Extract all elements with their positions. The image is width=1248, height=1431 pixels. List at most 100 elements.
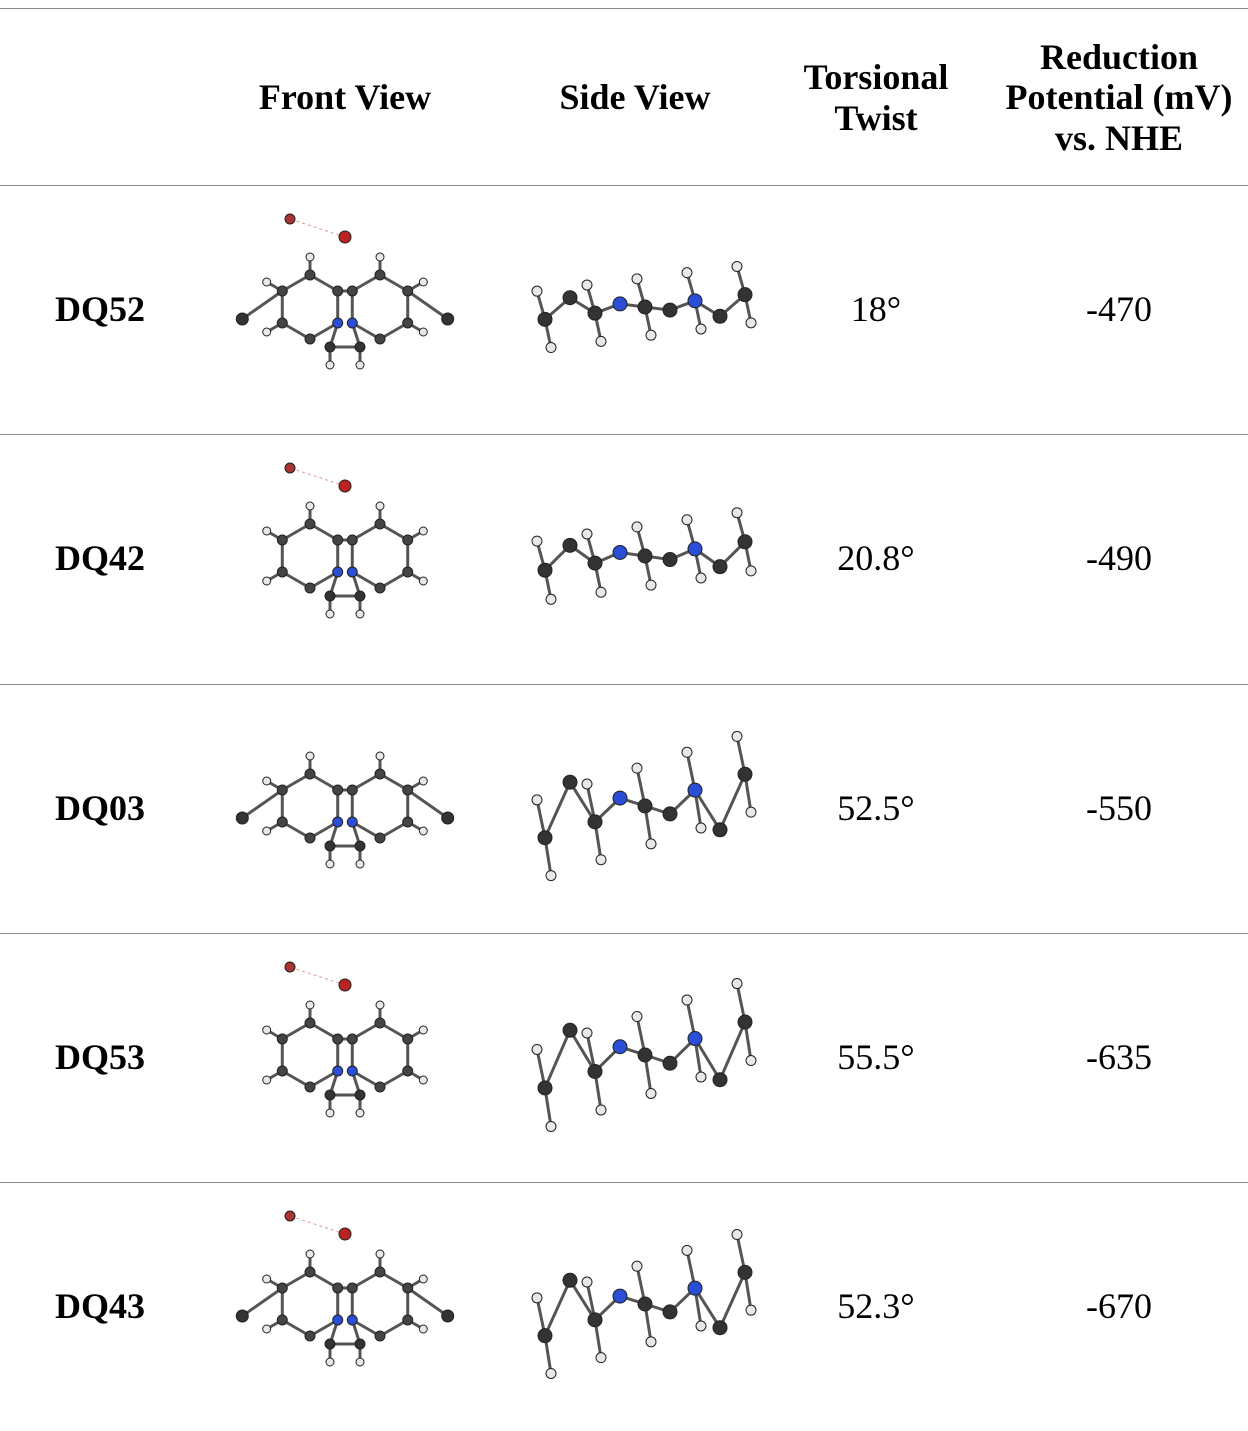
- atom-bond: [290, 967, 345, 985]
- atom-bond: [339, 979, 351, 991]
- row-label: DQ43: [20, 1182, 180, 1431]
- atom-bond: [326, 1109, 334, 1117]
- atom-bond: [325, 591, 335, 601]
- atom-bond: [582, 1277, 592, 1287]
- reduction-potential: -635: [990, 933, 1248, 1182]
- column-header: Torsional Twist: [790, 10, 962, 185]
- atom-bond: [356, 610, 364, 618]
- atom-bond: [376, 1250, 384, 1258]
- atom-bond: [582, 280, 592, 290]
- atom-bond: [632, 763, 642, 773]
- atom-bond: [305, 519, 315, 529]
- atom-bond: [236, 812, 248, 824]
- atom-bond: [375, 1018, 385, 1028]
- reduction-potential: -490: [990, 434, 1248, 683]
- atom-bond: [333, 1315, 343, 1325]
- atom-bond: [403, 817, 413, 827]
- atom-bond: [347, 535, 357, 545]
- atom-bond: [290, 468, 345, 486]
- atom-bond: [532, 795, 542, 805]
- atom-bond: [720, 774, 745, 830]
- atom-bond: [403, 567, 413, 577]
- atom-bond: [646, 839, 656, 849]
- atom-bond: [263, 1026, 271, 1034]
- atom-bond: [375, 270, 385, 280]
- column-header: Side View: [510, 10, 760, 185]
- atom-bond: [376, 502, 384, 510]
- atom-bond: [563, 1273, 577, 1287]
- atom-bond: [588, 1313, 602, 1327]
- atom-bond: [419, 577, 427, 585]
- atom-bond: [375, 1267, 385, 1277]
- atom-bond: [277, 1034, 287, 1044]
- atom-bond: [646, 1088, 656, 1098]
- atom-bond: [682, 268, 692, 278]
- atom-bond: [632, 1261, 642, 1271]
- atom-bond: [403, 785, 413, 795]
- atom-bond: [732, 731, 742, 741]
- atom-bond: [596, 336, 606, 346]
- atom-bond: [663, 553, 677, 567]
- atom-bond: [376, 752, 384, 760]
- reduction-potential: -470: [990, 185, 1248, 434]
- atom-bond: [263, 827, 271, 835]
- atom-bond: [347, 567, 357, 577]
- side-view: [515, 207, 775, 407]
- atom-bond: [306, 1250, 314, 1258]
- atom-bond: [339, 231, 351, 243]
- atom-bond: [305, 1331, 315, 1341]
- atom-bond: [746, 1056, 756, 1066]
- atom-bond: [682, 515, 692, 525]
- atom-bond: [732, 261, 742, 271]
- atom-bond: [738, 767, 752, 781]
- atom-bond: [305, 1082, 315, 1092]
- atom-bond: [738, 1015, 752, 1029]
- atom-bond: [646, 330, 656, 340]
- atom-bond: [442, 1310, 454, 1322]
- atom-bond: [277, 286, 287, 296]
- atom-bond: [746, 807, 756, 817]
- atom-bond: [306, 1001, 314, 1009]
- atom-bond: [538, 1329, 552, 1343]
- atom-bond: [545, 782, 570, 838]
- atom-bond: [538, 831, 552, 845]
- atom-bond: [632, 1012, 642, 1022]
- atom-bond: [738, 288, 752, 302]
- atom-bond: [720, 1022, 745, 1080]
- atom-bond: [277, 1283, 287, 1293]
- atom-bond: [347, 785, 357, 795]
- atom-bond: [563, 775, 577, 789]
- atom-bond: [696, 573, 706, 583]
- atom-bond: [347, 1034, 357, 1044]
- page: Front ViewSide ViewTorsional TwistReduct…: [0, 0, 1248, 1414]
- torsional-twist: 52.3°: [790, 1182, 962, 1431]
- atom-bond: [546, 1368, 556, 1378]
- atom-bond: [347, 1315, 357, 1325]
- atom-bond: [646, 580, 656, 590]
- atom-bond: [596, 1105, 606, 1115]
- atom-bond: [347, 1066, 357, 1076]
- atom-bond: [596, 855, 606, 865]
- atom-bond: [419, 278, 427, 286]
- front-view: [215, 955, 475, 1155]
- atom-bond: [305, 1018, 315, 1028]
- reduction-potential: -550: [990, 684, 1248, 933]
- atom-bond: [403, 318, 413, 328]
- row-label: DQ03: [20, 684, 180, 933]
- atom-bond: [532, 536, 542, 546]
- atom-bond: [285, 463, 295, 473]
- front-view: [215, 207, 475, 407]
- atom-bond: [582, 1028, 592, 1038]
- atom-bond: [713, 1073, 727, 1087]
- atom-bond: [696, 1072, 706, 1082]
- atom-bond: [333, 567, 343, 577]
- atom-bond: [419, 1026, 427, 1034]
- front-view: [215, 706, 475, 906]
- atom-bond: [347, 1283, 357, 1293]
- atom-bond: [355, 342, 365, 352]
- atom-bond: [277, 567, 287, 577]
- atom-bond: [325, 841, 335, 851]
- atom-bond: [442, 812, 454, 824]
- atom-bond: [263, 527, 271, 535]
- atom-bond: [403, 1066, 413, 1076]
